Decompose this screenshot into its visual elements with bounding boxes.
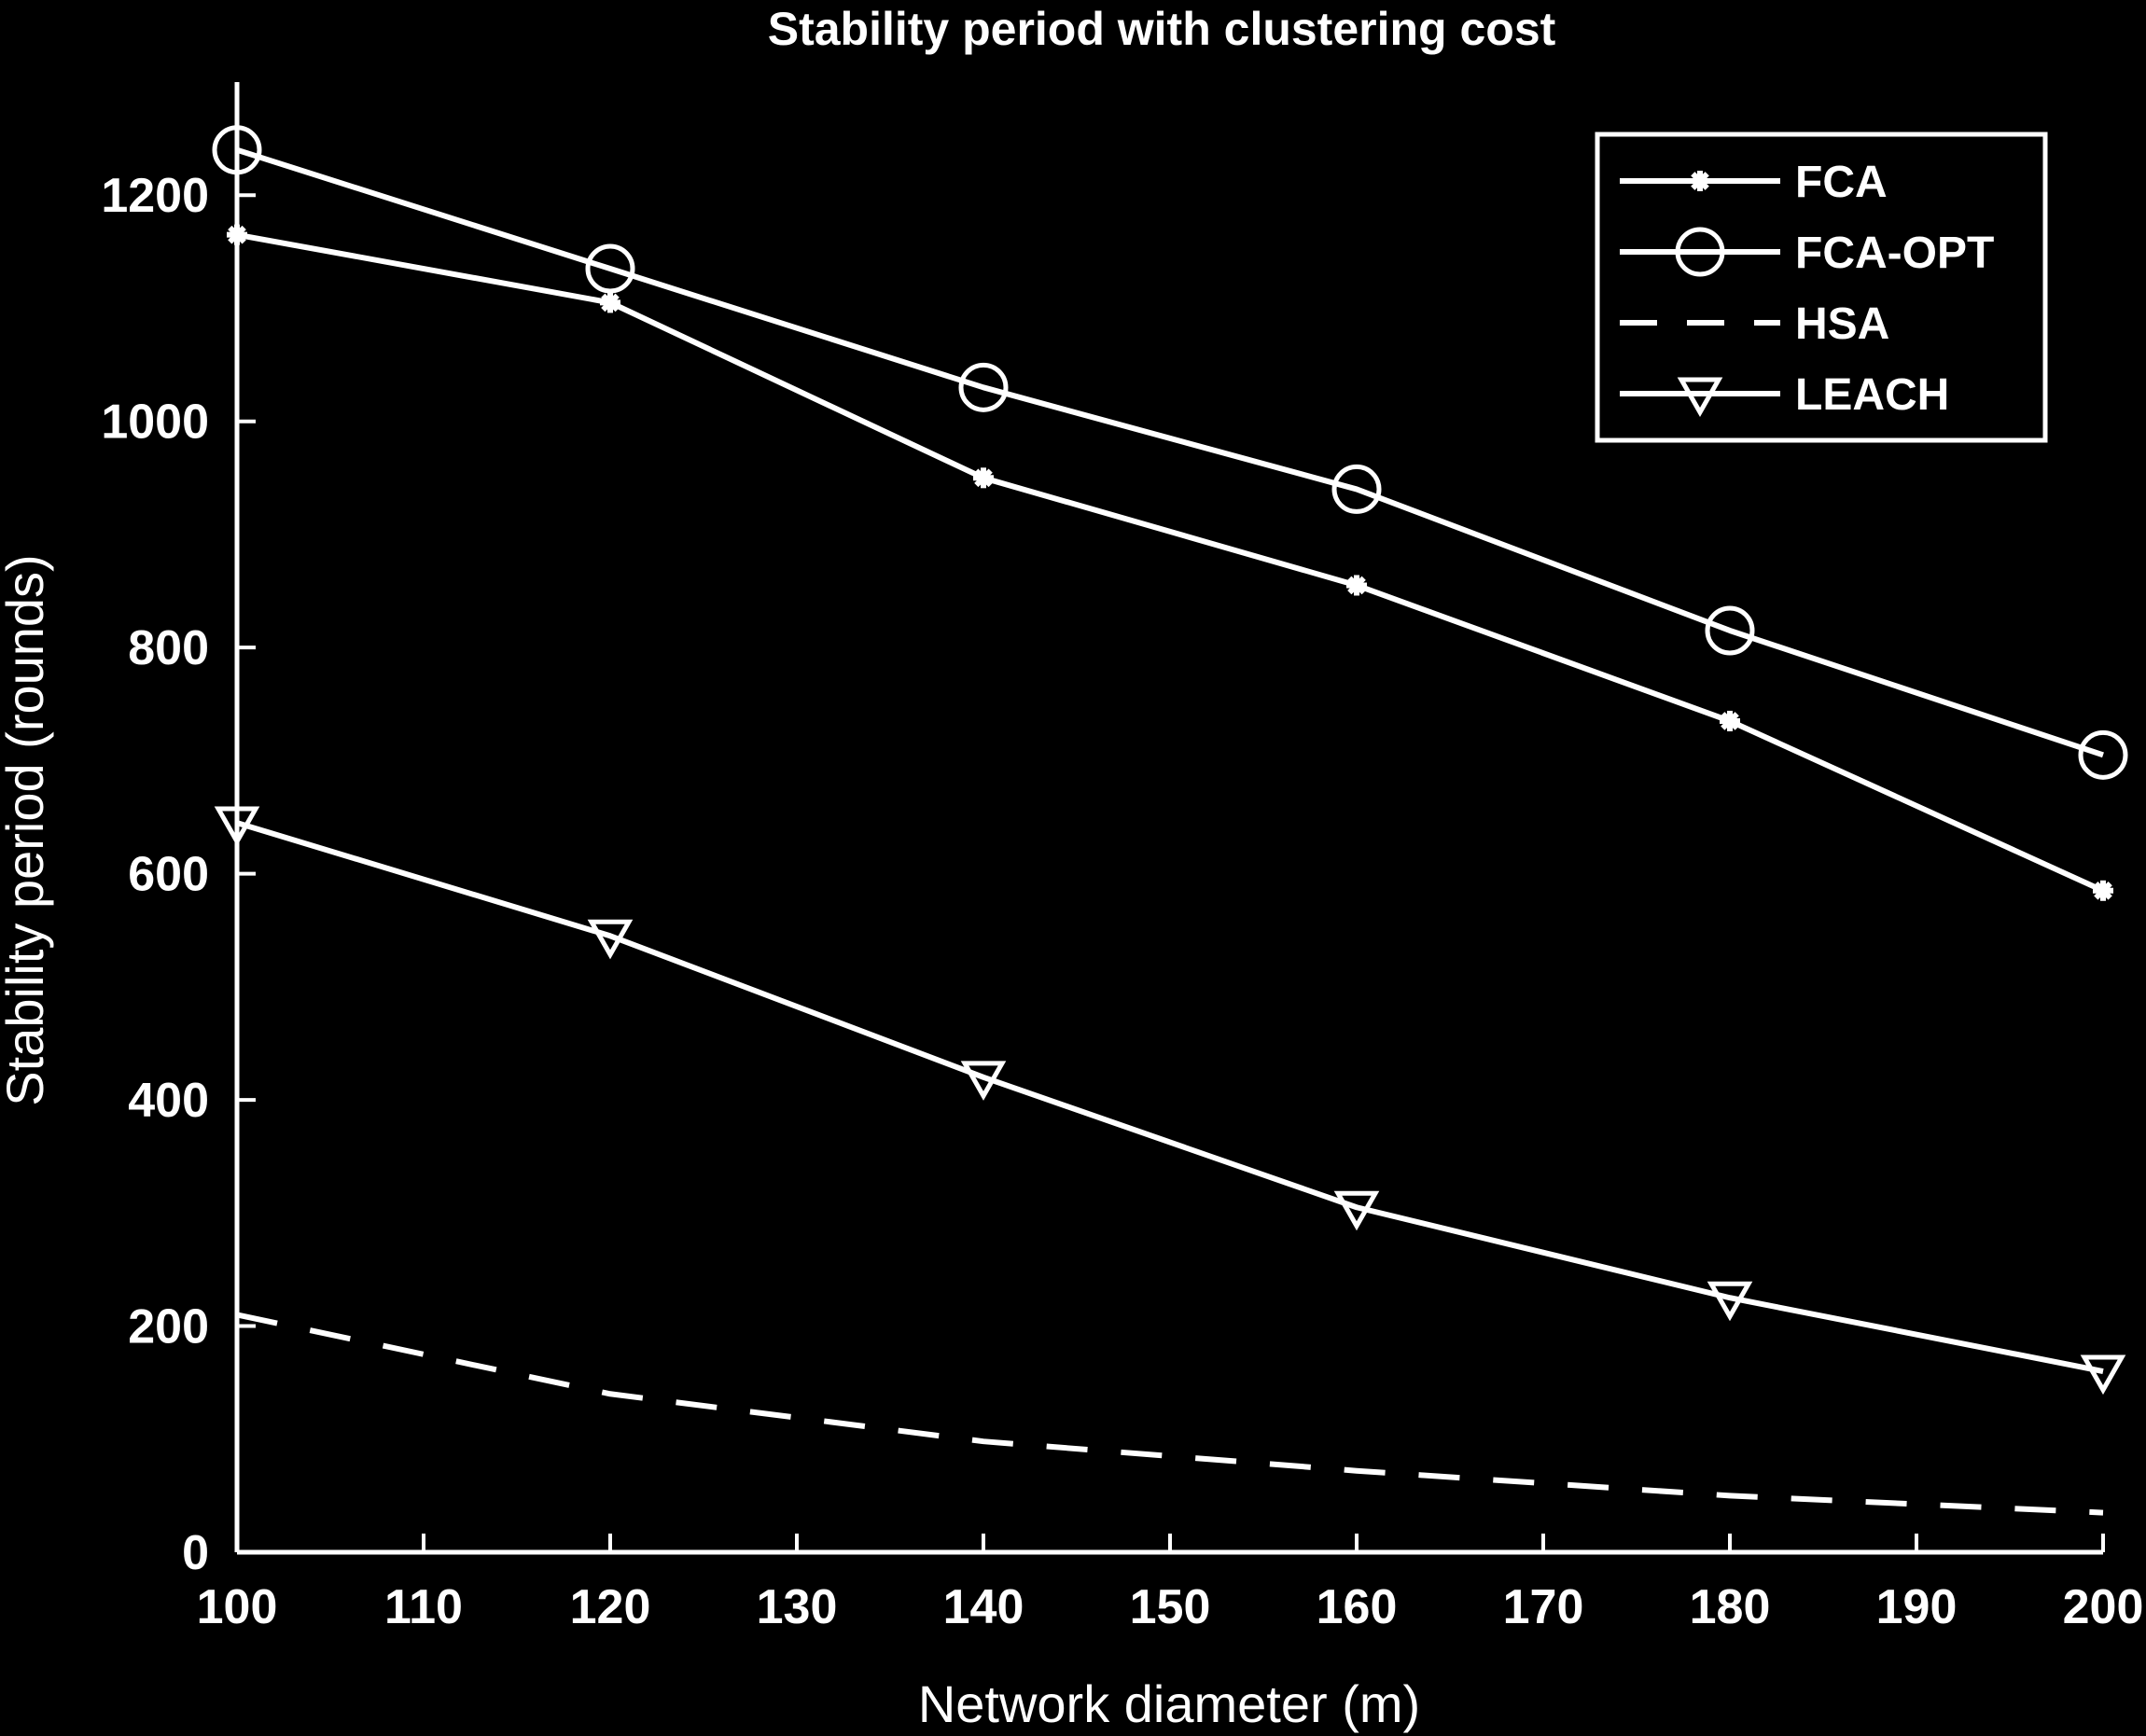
data-point-fca: [973, 467, 994, 489]
data-point-fca-opt: [1331, 464, 1382, 514]
data-point-fca-opt: [212, 125, 262, 175]
y-tick-label: 800: [128, 621, 209, 675]
y-axis-ticks: 0 200 400 600 800 1000 1200: [101, 169, 256, 1580]
series-hsa: [236, 1312, 2104, 1516]
legend-label-leach: LEACH: [1795, 370, 1949, 420]
legend-label-fca: FCA: [1795, 158, 1888, 207]
chart-title: Stability period with clustering cost: [768, 3, 1556, 55]
data-point-leach: [1333, 1190, 1380, 1231]
data-point-fca-opt: [958, 362, 1009, 412]
legend-box: [1595, 132, 2048, 443]
legend-label-hsa: HSA: [1795, 299, 1889, 349]
legend-marker-leach: [1677, 377, 1723, 418]
legend-entry-fca-opt: FCA-OPT: [1620, 227, 1994, 278]
legend-marker-fca: [1690, 171, 1710, 191]
series-layer: [212, 125, 2128, 1516]
legend-marker-fca-opt: [1675, 227, 1725, 277]
data-point-fca-opt: [585, 243, 635, 294]
series-line-leach: [236, 820, 2104, 1374]
x-axis-label: Network diameter (m): [918, 1674, 1420, 1733]
y-tick-label: 1200: [101, 169, 209, 223]
legend-entry-leach: LEACH: [1620, 370, 1949, 420]
x-tick-label: 170: [1503, 1580, 1584, 1634]
data-point-leach: [214, 806, 260, 847]
x-axis-ticks: 100 110 120 130 140 150 160 170 180 190 200: [197, 1534, 2144, 1634]
x-tick-label: 120: [570, 1580, 651, 1634]
data-point-fca-opt: [2078, 729, 2128, 780]
data-point-fca: [600, 292, 620, 313]
data-point-leach: [1707, 1281, 1753, 1322]
x-tick-label: 200: [2063, 1580, 2144, 1634]
x-tick-label: 190: [1876, 1580, 1958, 1634]
series-line-fca-opt: [236, 146, 2104, 758]
data-point-fca: [2093, 880, 2113, 901]
y-axis-label: Stability period (rounds): [0, 554, 54, 1105]
data-point-fca: [1720, 710, 1740, 731]
series-leach: [214, 806, 2126, 1396]
x-tick-label: 150: [1130, 1580, 1211, 1634]
x-tick-label: 160: [1317, 1580, 1398, 1634]
x-tick-label: 140: [943, 1580, 1024, 1634]
data-point-leach: [960, 1061, 1007, 1101]
series-fca: [227, 224, 2113, 901]
legend: FCA FCA-OPT HSA LEACH: [1595, 132, 2048, 443]
legend-label-fca-opt: FCA-OPT: [1795, 229, 1994, 278]
data-point-leach: [2080, 1354, 2126, 1396]
legend-entry-hsa: HSA: [1620, 299, 1889, 349]
series-fca-opt: [212, 125, 2128, 780]
x-tick-label: 130: [757, 1580, 838, 1634]
legend-entry-fca: FCA: [1620, 158, 1888, 207]
x-tick-label: 100: [197, 1580, 278, 1634]
y-tick-label: 0: [182, 1526, 209, 1580]
y-tick-label: 600: [128, 848, 209, 902]
y-tick-label: 400: [128, 1074, 209, 1128]
series-line-hsa: [236, 1312, 2104, 1516]
data-point-fca-opt: [1705, 605, 1755, 656]
data-point-fca: [1346, 575, 1367, 596]
y-tick-label: 200: [128, 1300, 209, 1354]
data-point-fca: [227, 224, 247, 245]
series-line-fca: [236, 231, 2105, 894]
data-point-leach: [587, 919, 634, 960]
x-tick-label: 180: [1690, 1580, 1771, 1634]
y-tick-label: 1000: [101, 396, 209, 450]
x-tick-label: 110: [384, 1580, 463, 1634]
